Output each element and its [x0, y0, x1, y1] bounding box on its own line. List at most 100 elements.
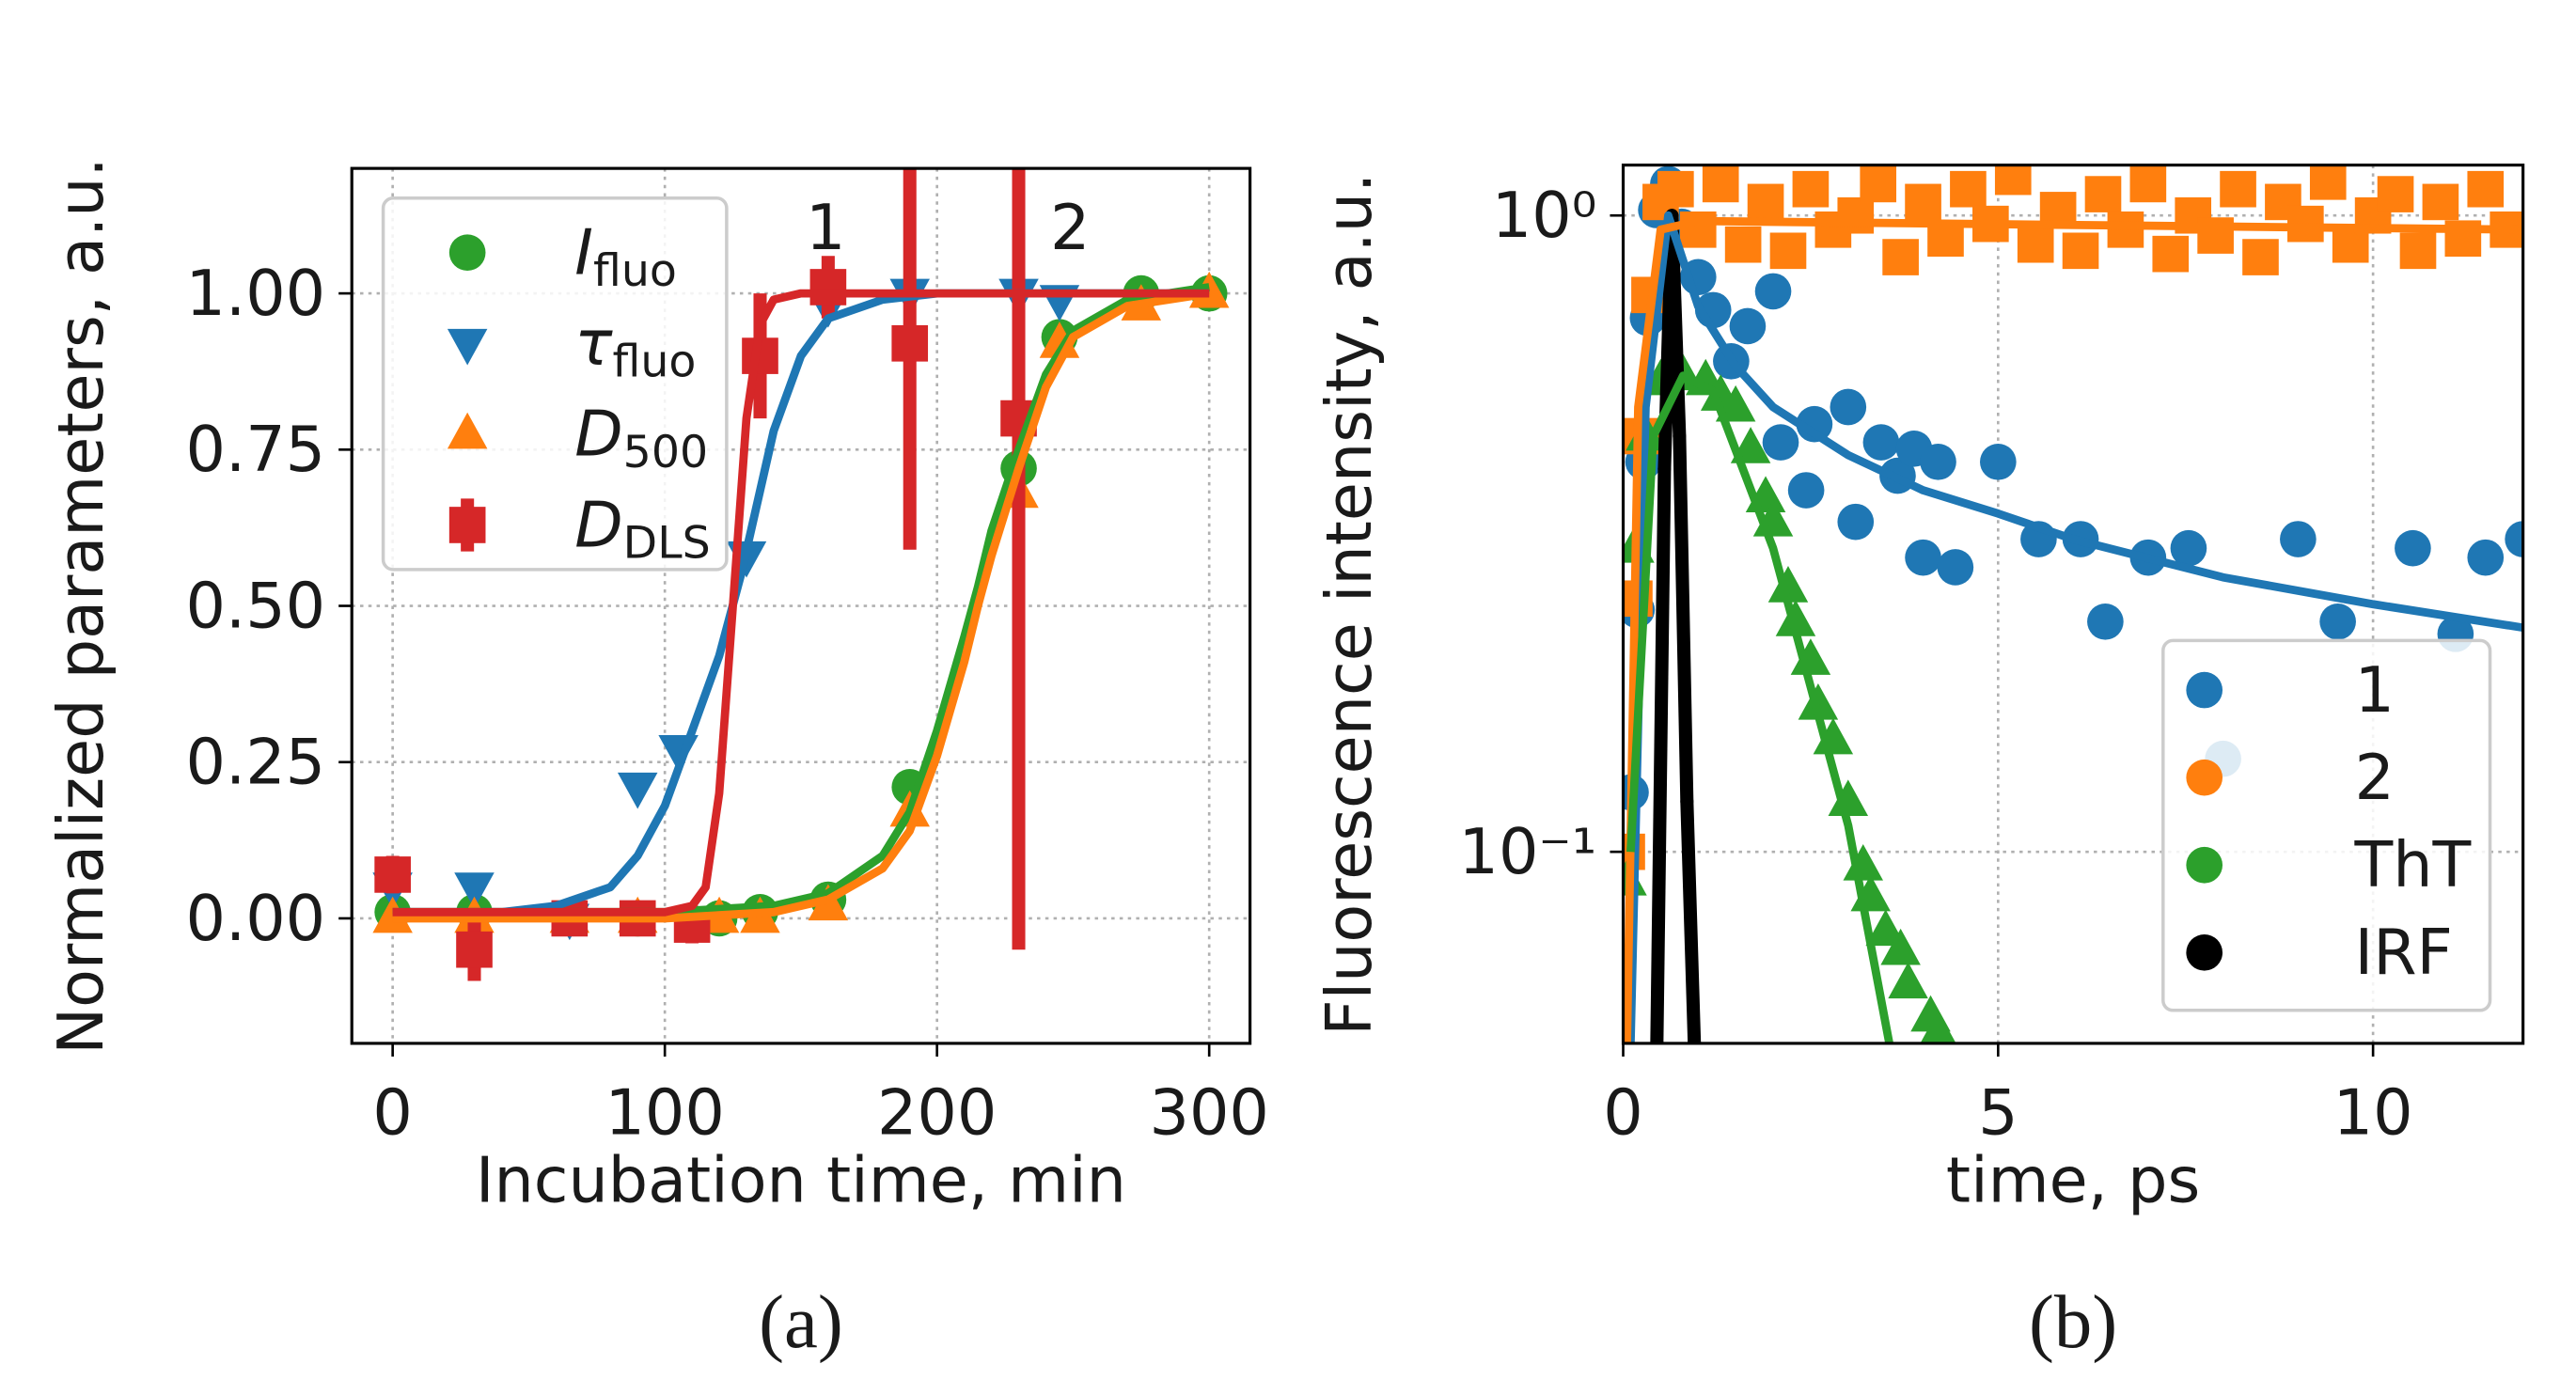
annotation: 1 — [806, 191, 845, 264]
marker — [1979, 444, 2017, 480]
legend-name: IRF — [2355, 916, 2453, 989]
marker — [2129, 165, 2167, 203]
x-tick-label: 0 — [372, 1076, 412, 1150]
legend-item: Ifluo — [448, 216, 677, 297]
x-axis-label: Incubation time, min — [476, 1144, 1126, 1217]
fit-line — [1626, 371, 1893, 1043]
y-tick-label: 0.75 — [186, 413, 326, 486]
marker — [1830, 388, 1867, 426]
legend-label: 1 — [2355, 653, 2395, 727]
caption: (a) — [759, 1280, 843, 1364]
legend-item: 2 — [2186, 741, 2395, 814]
marker — [809, 269, 847, 306]
marker — [2087, 603, 2124, 640]
legend-subscript: DLS — [623, 518, 711, 570]
y-tick-label: 1.00 — [186, 257, 326, 330]
y-tick-label: 10⁻¹ — [1459, 815, 1597, 888]
fit-line — [392, 289, 1210, 923]
legend-box — [381, 196, 729, 572]
marker — [1787, 472, 1825, 509]
marker — [374, 856, 411, 893]
marker — [2319, 603, 2356, 640]
legend-item: τfluo — [447, 306, 696, 387]
marker — [1657, 462, 1672, 476]
legend-item: IRF — [2186, 916, 2453, 989]
marker — [1880, 928, 1921, 965]
legend-name: I — [574, 216, 593, 290]
marker — [2395, 529, 2431, 567]
legend-name: ThT — [2354, 828, 2472, 901]
legend-box — [2161, 638, 2492, 1012]
fit-line — [1626, 211, 2523, 1043]
marker — [454, 872, 495, 909]
legend-name: D — [574, 488, 622, 561]
legend-item: ThT — [2186, 828, 2472, 901]
axes-frame — [1621, 164, 2525, 1045]
marker — [2505, 521, 2523, 557]
marker — [1657, 170, 1694, 208]
marker — [1860, 165, 1897, 203]
marker — [1747, 183, 1784, 221]
marker — [1837, 196, 1875, 234]
axes-frame — [350, 166, 1252, 1045]
marker — [1937, 549, 1974, 586]
x-tick-label: 300 — [1150, 1076, 1269, 1150]
legend-label: Ifluo — [574, 216, 677, 297]
x-tick-label: 10 — [2333, 1076, 2413, 1150]
legend-label: τfluo — [574, 306, 696, 387]
legend-name: τ — [574, 306, 613, 380]
legend-subscript: 500 — [623, 427, 708, 478]
marker — [2186, 846, 2223, 884]
marker — [1837, 503, 1875, 541]
marker — [1724, 226, 1762, 263]
marker — [2242, 239, 2279, 275]
marker — [1673, 429, 1687, 443]
legend-label: DDLS — [574, 488, 710, 569]
marker — [891, 324, 929, 362]
marker — [1950, 170, 1987, 208]
y-axis-label: Normalized parameters, a.u. — [44, 157, 118, 1055]
marker — [456, 931, 493, 968]
y-tick-label: 0.50 — [186, 569, 326, 642]
marker — [2280, 521, 2317, 557]
legend-label: D500 — [574, 398, 708, 478]
marker — [2062, 232, 2099, 270]
marker — [447, 412, 488, 449]
marker — [1762, 424, 1799, 461]
fit-line — [1623, 216, 2523, 1043]
legend-item: D500 — [447, 398, 708, 478]
plot-area — [372, 168, 1230, 981]
legend-label: IRF — [2355, 916, 2453, 989]
marker — [2422, 183, 2459, 221]
marker — [2186, 759, 2223, 796]
marker — [2152, 235, 2190, 273]
marker — [1888, 962, 1928, 999]
x-tick-label: 0 — [1603, 1076, 1642, 1150]
marker — [1729, 307, 1767, 345]
marker — [1650, 1036, 1664, 1043]
legend-label: 2 — [2355, 741, 2395, 814]
marker — [448, 507, 486, 543]
marker — [2377, 176, 2414, 212]
marker — [1796, 405, 1833, 443]
x-tick-label: 100 — [605, 1076, 724, 1150]
marker — [1905, 183, 1941, 221]
marker — [1920, 444, 1956, 480]
marker — [1754, 273, 1792, 310]
x-axis-label: time, ps — [1946, 1144, 2200, 1217]
marker — [2399, 232, 2437, 270]
x-tick-label: 5 — [1978, 1076, 2018, 1150]
marker — [2017, 226, 2054, 263]
marker — [1920, 1011, 1956, 1043]
caption: (b) — [2029, 1280, 2117, 1364]
marker — [2220, 170, 2256, 208]
marker — [1994, 165, 2032, 196]
marker — [448, 234, 486, 272]
marker — [1905, 539, 1941, 576]
marker — [1862, 424, 1900, 461]
marker — [2467, 539, 2505, 576]
legend-name: D — [574, 398, 622, 471]
marker — [1769, 232, 1807, 270]
marker — [2186, 934, 2223, 971]
legend-label: ThT — [2354, 828, 2472, 901]
